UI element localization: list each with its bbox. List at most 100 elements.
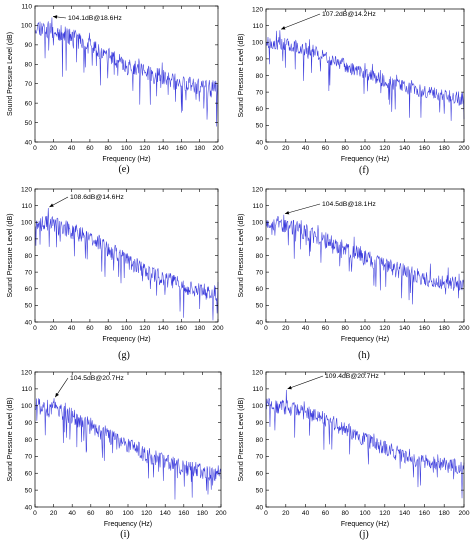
x-tick-label: 160 — [419, 145, 430, 152]
chart-panel-f: 0 20 40 60 80 100 120 140 160 180 200 40 50 60 70 80 90 1… — [238, 6, 470, 176]
y-tick-label: 120 — [21, 186, 32, 193]
x-tick-label: 160 — [178, 510, 189, 517]
annotation-arrow — [284, 203, 321, 215]
y-tick-label: 100 — [21, 403, 32, 410]
x-tick-label: 200 — [458, 325, 469, 332]
y-tick-label: 110 — [252, 23, 263, 30]
x-tick-label: 20 — [282, 145, 290, 152]
plot-frame — [34, 371, 222, 508]
x-axis-label: Frequency (Hz) — [102, 336, 150, 343]
x-tick-label: 40 — [68, 325, 76, 332]
x-tick-label: 20 — [50, 325, 58, 332]
x-tick-label: 140 — [158, 325, 169, 332]
panel-caption: (h) — [358, 350, 370, 361]
x-tick-label: 0 — [264, 510, 268, 517]
x-axis-label: Frequency (Hz) — [341, 336, 389, 343]
y-axis-label: Sound Pressure Level (dB) — [238, 397, 245, 481]
y-tick-label: 80 — [25, 62, 33, 69]
x-tick-label: 0 — [33, 510, 37, 517]
x-tick-label: 140 — [399, 145, 410, 152]
y-tick-label: 50 — [256, 303, 264, 310]
y-tick-label: 40 — [25, 139, 33, 146]
y-tick-label: 110 — [21, 3, 32, 10]
plot-frame — [265, 8, 465, 143]
y-tick-label: 50 — [256, 123, 264, 130]
y-tick-label: 120 — [252, 186, 263, 193]
y-tick-label: 40 — [25, 319, 33, 326]
x-axis-label: Frequency (Hz) — [104, 521, 152, 528]
x-tick-label: 80 — [106, 510, 114, 517]
spectrum-series-j — [266, 389, 465, 499]
x-tick-label: 80 — [342, 510, 350, 517]
x-tick-label: 120 — [379, 510, 390, 517]
y-axis-label: Sound Pressure Level (dB) — [238, 33, 245, 117]
plot-frame — [265, 188, 465, 323]
y-tick-label: 50 — [25, 303, 33, 310]
x-tick-label: 60 — [322, 145, 330, 152]
x-tick-label: 0 — [264, 325, 268, 332]
chart-panel-h: 0 20 40 60 80 100 120 140 160 180 200 40 50 60 70 80 90 1… — [238, 186, 470, 361]
annotation-arrowhead — [53, 15, 58, 19]
x-tick-label: 60 — [87, 510, 95, 517]
x-tick-label: 40 — [68, 145, 76, 152]
y-tick-label: 40 — [256, 319, 264, 326]
peak-annotation: 104.5dB@20.7Hz — [70, 375, 124, 382]
y-tick-label: 80 — [25, 437, 33, 444]
x-tick-label: 140 — [158, 145, 169, 152]
x-axis-label: Frequency (Hz) — [341, 156, 389, 163]
x-tick-label: 160 — [176, 325, 187, 332]
y-tick-label: 90 — [256, 420, 264, 427]
x-tick-label: 100 — [359, 510, 370, 517]
x-tick-label: 40 — [302, 145, 310, 152]
x-tick-label: 180 — [194, 145, 205, 152]
x-tick-label: 60 — [86, 325, 94, 332]
x-tick-label: 200 — [458, 145, 469, 152]
x-tick-label: 100 — [121, 325, 132, 332]
chart-panel-i: 0 20 40 60 80 100 120 140 160 180 200 40 50 60 70 80 90 1… — [7, 369, 227, 540]
x-tick-label: 100 — [359, 145, 370, 152]
plot-frame — [265, 371, 465, 508]
y-tick-label: 60 — [256, 471, 264, 478]
annotation-arrowhead — [55, 392, 59, 398]
panel-caption: (j) — [359, 529, 368, 540]
peak-annotation: 107.2dB@14.2Hz — [322, 11, 376, 18]
spectrum-series-h — [266, 214, 465, 305]
annotation-arrowhead — [49, 203, 54, 207]
x-tick-label: 20 — [50, 510, 58, 517]
x-tick-label: 0 — [33, 145, 37, 152]
x-tick-label: 120 — [141, 510, 152, 517]
y-axis-label: Sound Pressure Level (dB) — [7, 397, 14, 481]
y-tick-label: 120 — [252, 369, 263, 376]
spectrum-series-f — [266, 30, 465, 121]
y-tick-label: 70 — [25, 269, 33, 276]
y-tick-label: 80 — [256, 73, 264, 80]
x-tick-label: 40 — [302, 510, 310, 517]
y-tick-label: 90 — [25, 420, 33, 427]
annotation-arrowhead — [281, 26, 286, 30]
x-tick-label: 0 — [264, 145, 268, 152]
x-tick-label: 180 — [439, 510, 450, 517]
x-tick-label: 40 — [69, 510, 77, 517]
y-tick-label: 90 — [25, 42, 33, 49]
x-tick-label: 20 — [50, 145, 58, 152]
x-tick-label: 60 — [86, 145, 94, 152]
y-tick-label: 90 — [25, 236, 33, 243]
x-tick-label: 80 — [105, 325, 113, 332]
x-tick-label: 80 — [342, 325, 350, 332]
x-tick-label: 80 — [105, 145, 113, 152]
y-tick-label: 100 — [21, 220, 32, 227]
y-tick-label: 60 — [256, 106, 264, 113]
y-axis-label: Sound Pressure Level (dB) — [238, 213, 245, 297]
spectrum-series-g — [35, 207, 219, 321]
x-tick-label: 200 — [215, 510, 226, 517]
panel-caption: (i) — [120, 529, 129, 540]
annotation-arrow — [280, 13, 321, 30]
y-tick-label: 90 — [256, 236, 264, 243]
x-tick-label: 200 — [212, 145, 223, 152]
x-tick-label: 200 — [458, 510, 469, 517]
x-tick-label: 100 — [122, 510, 133, 517]
y-tick-label: 50 — [25, 487, 33, 494]
peak-annotation: 108.6dB@14.6Hz — [70, 194, 124, 201]
y-tick-label: 60 — [256, 286, 264, 293]
